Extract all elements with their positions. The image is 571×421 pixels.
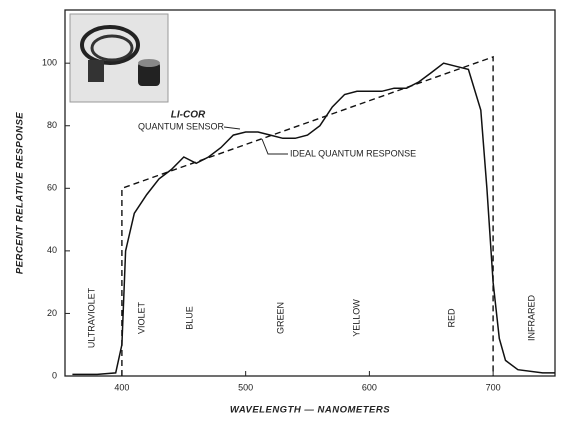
- ideal-label: IDEAL QUANTUM RESPONSE: [290, 148, 416, 158]
- plot-frame: [64, 9, 556, 377]
- y-tick-label: 20: [47, 308, 57, 318]
- x-tick-label: 600: [362, 382, 377, 392]
- band-label: VIOLET: [136, 301, 146, 334]
- y-tick-label: 80: [47, 120, 57, 130]
- sensor-line: [72, 62, 555, 376]
- band-label: YELLOW: [351, 299, 361, 337]
- band-label: BLUE: [184, 306, 194, 330]
- band-label: RED: [446, 308, 456, 328]
- sensor-label: QUANTUM SENSOR: [138, 121, 225, 131]
- band-label: GREEN: [275, 302, 285, 334]
- brand-label: LI-COR: [171, 110, 206, 121]
- y-tick-label: 60: [47, 183, 57, 193]
- x-axis-label: WAVELENGTH — NANOMETERS: [230, 405, 390, 416]
- y-tick-label: 0: [52, 370, 57, 380]
- y-tick-label: 100: [42, 58, 57, 68]
- x-tick-label: 500: [238, 382, 253, 392]
- ideal-line: [121, 55, 494, 376]
- leader-line: [261, 138, 288, 155]
- band-label: INFRARED: [526, 295, 536, 342]
- y-axis-label: PERCENT RELATIVE RESPONSE: [15, 112, 26, 274]
- x-tick-label: 700: [486, 382, 501, 392]
- x-tick-label: 400: [114, 382, 129, 392]
- band-label: ULTRAVIOLET: [86, 287, 96, 348]
- leader-line: [223, 126, 241, 130]
- y-tick-label: 40: [47, 245, 57, 255]
- sensor-photo: [69, 13, 169, 103]
